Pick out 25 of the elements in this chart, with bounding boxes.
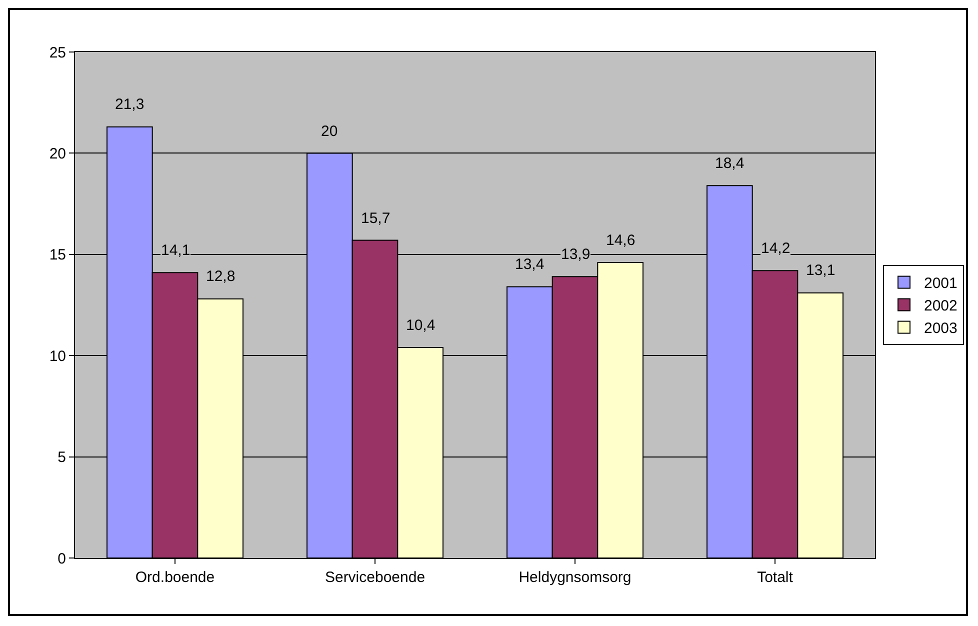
data-label: 13,4: [515, 256, 544, 273]
data-label: 12,8: [206, 268, 236, 285]
x-tick-label: Heldygnsomsorg: [518, 569, 632, 586]
data-label: 21,3: [115, 96, 144, 113]
y-tick-label: 20: [49, 145, 66, 162]
y-tick-label: 0: [58, 550, 66, 568]
data-label: 10,4: [406, 317, 436, 334]
y-tick-label: 25: [49, 44, 66, 62]
legend-label: 2001: [924, 275, 958, 292]
legend-label: 2003: [924, 320, 958, 338]
data-label: 14,6: [606, 232, 636, 249]
data-label: 13,1: [806, 262, 836, 279]
data-label: 13,9: [561, 246, 590, 263]
x-tick-label: Serviceboende: [324, 569, 426, 586]
data-label: 14,2: [761, 240, 790, 257]
y-tick-label: 10: [49, 348, 66, 365]
legend-label: 2002: [924, 298, 958, 315]
y-tick-label: 15: [49, 246, 66, 264]
data-label: 20: [321, 123, 338, 140]
data-label: 14,1: [161, 242, 190, 259]
data-label: 15,7: [361, 210, 390, 227]
y-tick-label: 5: [58, 449, 66, 466]
x-tick-label: Ord.boende: [135, 569, 215, 586]
data-label: 18,4: [715, 155, 744, 172]
x-tick-label: Totalt: [757, 569, 794, 586]
